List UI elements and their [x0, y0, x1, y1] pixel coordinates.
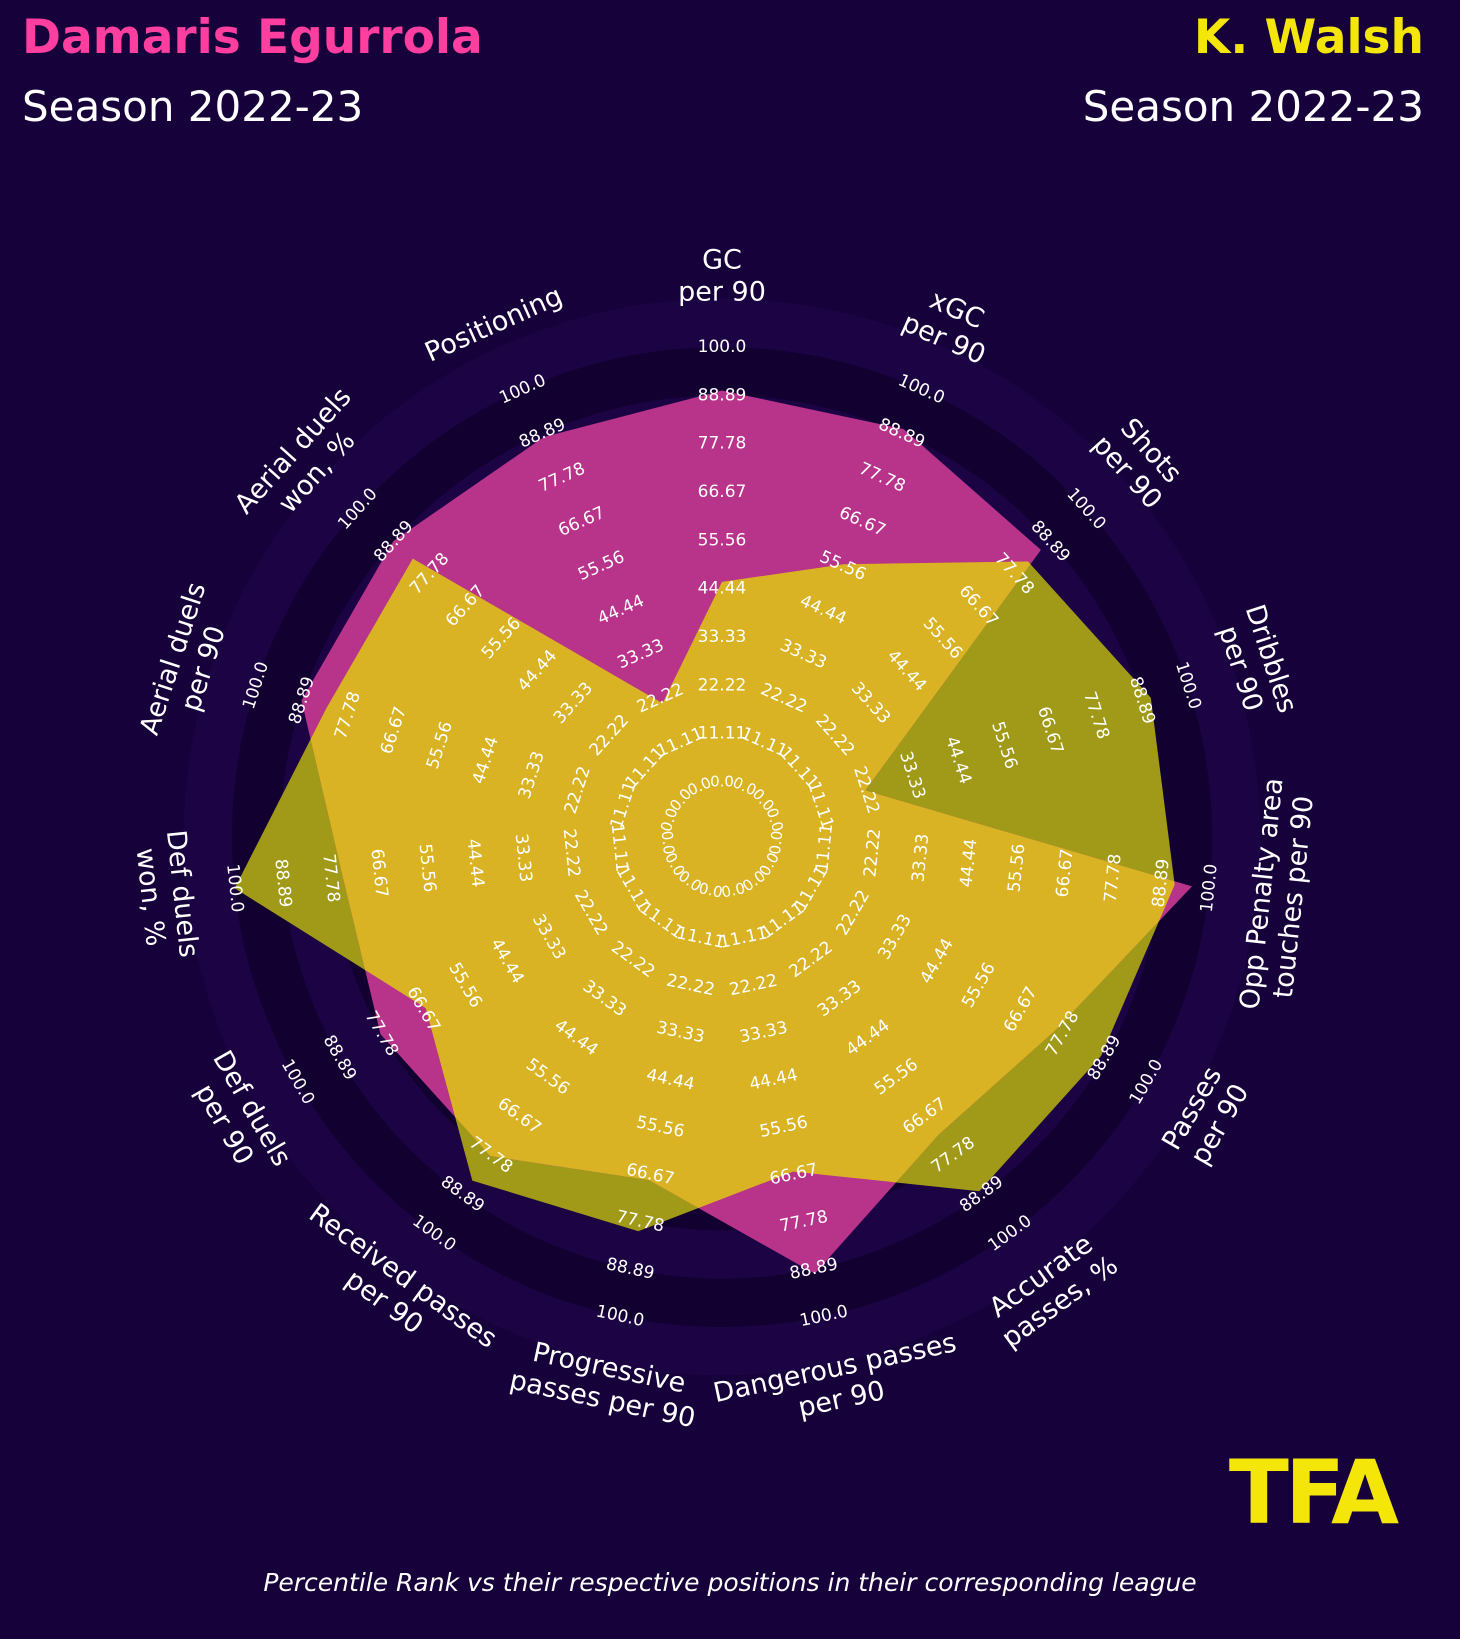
player1-season: Season 2022-23: [22, 82, 364, 131]
player2-season: Season 2022-23: [1082, 82, 1424, 131]
player2-name: K. Walsh: [1193, 10, 1424, 65]
category-label-line: per 90: [678, 277, 766, 308]
svg-text:TFA: TFA: [1229, 1450, 1399, 1530]
tfa-logo: TFA: [1229, 1450, 1402, 1530]
tick-label: 33.33: [698, 627, 747, 647]
tick-label: 88.89: [698, 385, 747, 405]
tick-label: 22.22: [698, 675, 747, 695]
tick-label: 77.78: [698, 434, 747, 454]
tick-label: 0.0: [710, 773, 734, 791]
player1-name: Damaris Egurrola: [22, 10, 483, 65]
tick-label: 0.0: [697, 879, 724, 902]
tick-label: 0.0: [658, 830, 678, 856]
tick-label: 11.11: [698, 724, 747, 744]
tick-label: 44.44: [698, 579, 747, 599]
tick-label: 0.0: [766, 830, 786, 856]
tick-label: 66.67: [698, 482, 747, 502]
tick-label: 55.56: [698, 530, 747, 550]
category-label-line: GC: [702, 245, 742, 276]
tick-label: 100.0: [698, 337, 747, 357]
footer-caption: Percentile Rank vs their respective posi…: [263, 1568, 1197, 1597]
tick-label: 0.0: [720, 879, 747, 902]
radar-series: [234, 390, 1192, 1274]
